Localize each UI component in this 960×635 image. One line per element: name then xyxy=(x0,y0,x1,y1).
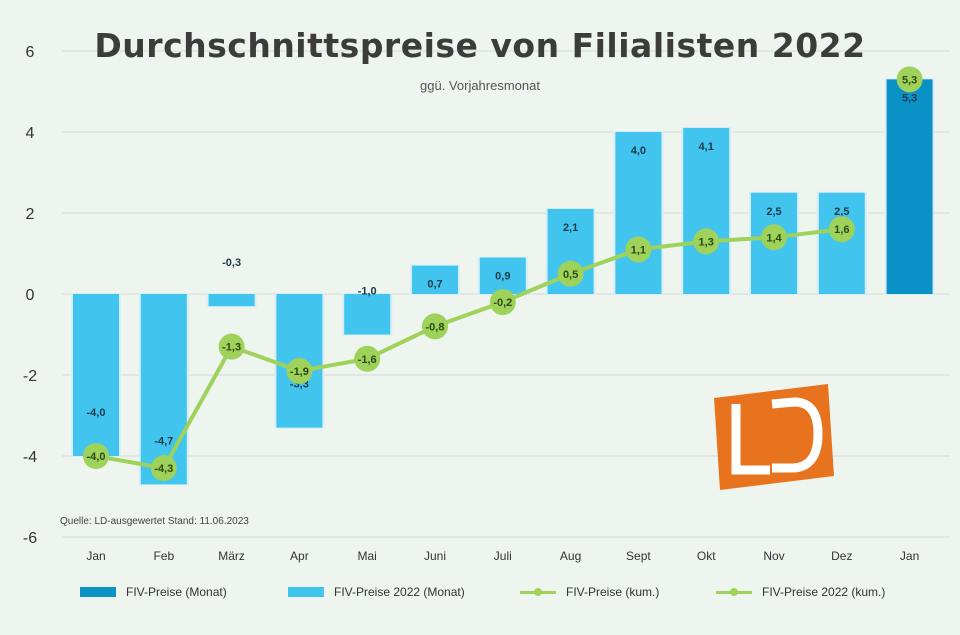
line-point xyxy=(218,333,245,360)
bar-data-label: 0,9 xyxy=(495,271,510,283)
y-tick-label: 6 xyxy=(26,44,35,61)
legend: FIV-Preise (Monat) FIV-Preise 2022 (Mona… xyxy=(0,585,960,609)
bar-data-label: -0,3 xyxy=(222,257,241,269)
y-tick-label: 0 xyxy=(26,287,35,304)
line-point xyxy=(83,443,109,469)
bar-data-label: 2,5 xyxy=(834,206,849,218)
bar-data-label: -4,7 xyxy=(154,435,173,447)
bar xyxy=(683,127,730,294)
line-data-label: -4,0 xyxy=(87,451,106,463)
x-axis-ticks: Jan Feb März Apr Mai Juni Juli Aug Sept Okt Nov Dez… xyxy=(86,549,919,563)
line-data-label: 1,3 xyxy=(699,236,714,248)
legend-swatch xyxy=(520,587,556,597)
bar xyxy=(615,132,662,294)
line-point xyxy=(354,345,381,372)
bar-data-label: 5,3 xyxy=(902,92,917,104)
line-data-label: 1,6 xyxy=(834,224,849,236)
line-data-label: -1,6 xyxy=(358,354,377,366)
y-tick-label: -2 xyxy=(23,368,37,385)
bar xyxy=(73,294,119,456)
x-tick-label: Dez xyxy=(831,549,852,563)
y-tick-label: 2 xyxy=(26,206,35,223)
line-point xyxy=(896,66,923,93)
legend-label: FIV-Preise (Monat) xyxy=(126,585,227,599)
bar-data-label: 2,1 xyxy=(563,222,578,234)
line-point xyxy=(286,357,313,384)
line-point xyxy=(693,228,720,255)
bar-data-label: 2,5 xyxy=(766,206,781,218)
line-data-label: -1,3 xyxy=(222,342,241,354)
chart-subtitle: ggü. Vorjahresmonat xyxy=(420,78,540,93)
source-note: Quelle: LD-ausgewertet Stand: 11.06.2023 xyxy=(60,516,249,527)
x-tick-label: Jan xyxy=(86,549,105,563)
legend-swatch xyxy=(716,587,752,597)
line-data-label: -1,9 xyxy=(290,366,309,378)
x-tick-label: Okt xyxy=(697,549,716,563)
x-tick-label: Sept xyxy=(626,549,651,563)
line-point xyxy=(489,289,516,316)
x-tick-label: Feb xyxy=(153,549,174,563)
x-tick-label: Apr xyxy=(290,549,309,563)
line-point xyxy=(422,313,448,340)
legend-label: FIV-Preise (kum.) xyxy=(566,585,660,599)
bar xyxy=(886,79,933,294)
bar-data-label: 4,0 xyxy=(631,145,646,157)
bar-data-label: -4,0 xyxy=(87,407,106,419)
line-data-label: -0,2 xyxy=(493,297,512,309)
x-tick-label: Juni xyxy=(424,549,446,563)
x-tick-label: März xyxy=(218,549,245,563)
legend-label: FIV-Preise 2022 (kum.) xyxy=(762,585,886,599)
legend-swatch xyxy=(80,587,116,597)
x-tick-label: Jan xyxy=(900,549,919,563)
line-point xyxy=(761,224,787,251)
bar-data-label: 0,7 xyxy=(427,279,442,291)
y-tick-label: -6 xyxy=(23,530,37,547)
x-tick-label: Aug xyxy=(560,549,581,563)
bar xyxy=(140,294,187,485)
bar xyxy=(208,294,255,307)
bar xyxy=(479,257,526,294)
bar-data-label: 4,1 xyxy=(699,141,714,153)
line-point xyxy=(150,455,177,482)
bar xyxy=(344,294,391,335)
x-tick-label: Juli xyxy=(494,549,512,563)
line-data-label: 5,3 xyxy=(902,74,917,86)
x-tick-label: Nov xyxy=(763,549,784,563)
y-axis-ticks: -6 -4 -2 0 2 4 6 xyxy=(23,44,37,547)
bar-data-label: -1,0 xyxy=(358,286,377,298)
legend-swatch xyxy=(288,587,324,597)
y-tick-label: -4 xyxy=(23,449,37,466)
cumulative-line: 5,3 -4,0 -4,3 -1,3 -1,9 -1,6 -0,8 -0,2 0,5 1,1 1,3… xyxy=(83,66,923,482)
bar-labels: 5,3-4,0-4,7-0,3-3,3-1,00,70,92,14,0 4,12,… xyxy=(87,92,918,447)
line-data-label: -4,3 xyxy=(154,463,173,475)
legend-item-fiv-2022-monat: FIV-Preise 2022 (Monat) xyxy=(288,585,465,599)
line-data-label: 1,1 xyxy=(631,244,646,256)
y-tick-label: 4 xyxy=(26,125,35,142)
line-point xyxy=(828,216,855,243)
legend-item-fiv-2022-kum: FIV-Preise 2022 (kum.) xyxy=(716,585,885,599)
line-point xyxy=(625,236,652,263)
x-tick-label: Mai xyxy=(358,549,377,563)
line-data-label: 1,4 xyxy=(766,232,782,244)
bar xyxy=(412,265,458,294)
legend-label: FIV-Preise 2022 (Monat) xyxy=(334,585,465,599)
legend-item-fiv-kum: FIV-Preise (kum.) xyxy=(520,585,659,599)
bars xyxy=(71,78,935,486)
chart-title: Durchschnittspreise von Filialisten 2022 xyxy=(94,26,866,65)
bar xyxy=(818,192,865,294)
line-point xyxy=(557,260,584,287)
line-data-label: -0,8 xyxy=(426,321,445,333)
line-data-label: 0,5 xyxy=(563,269,578,281)
legend-item-fiv-monat: FIV-Preise (Monat) xyxy=(80,585,227,599)
ld-logo xyxy=(710,380,836,492)
